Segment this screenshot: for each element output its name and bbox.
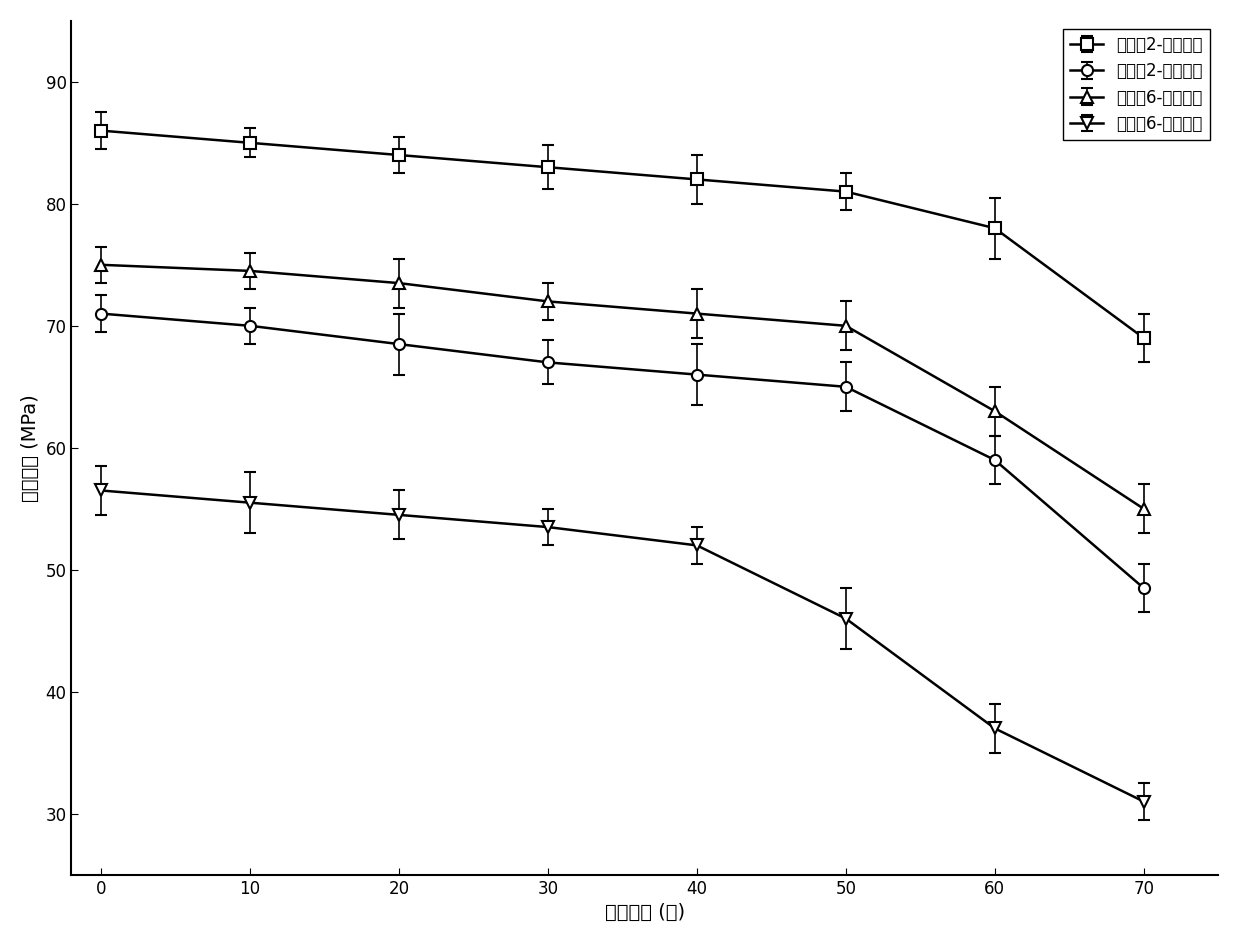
Legend: 实施例2-完整试件, 实施例2-修复试件, 实施例6-完整试件, 实施例6-修复试件: 实施例2-完整试件, 实施例2-修复试件, 实施例6-完整试件, 实施例6-修复… <box>1063 29 1209 140</box>
X-axis label: 循环次数 (次): 循环次数 (次) <box>605 903 685 922</box>
Y-axis label: 抗压强度 (MPa): 抗压强度 (MPa) <box>21 394 40 502</box>
